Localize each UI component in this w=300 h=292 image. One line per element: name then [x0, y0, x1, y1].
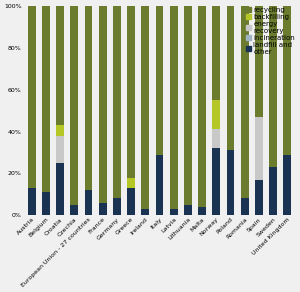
Bar	[42, 6, 50, 192]
Bar	[255, 6, 263, 117]
Bar	[99, 203, 106, 215]
Bar	[70, 205, 78, 215]
Bar	[226, 6, 234, 150]
Bar	[85, 190, 92, 215]
Bar	[269, 167, 277, 215]
Bar	[170, 209, 178, 215]
Bar	[56, 163, 64, 215]
Bar	[42, 192, 50, 215]
Bar	[226, 150, 234, 215]
Bar	[141, 209, 149, 215]
Bar	[127, 178, 135, 188]
Bar	[284, 6, 291, 154]
Bar	[141, 6, 149, 209]
Bar	[212, 6, 220, 100]
Bar	[241, 199, 249, 215]
Bar	[170, 6, 178, 209]
Bar	[198, 207, 206, 215]
Bar	[28, 188, 36, 215]
Bar	[113, 6, 121, 199]
Bar	[212, 129, 220, 148]
Bar	[255, 117, 263, 180]
Bar	[28, 6, 36, 188]
Bar	[56, 136, 64, 163]
Bar	[127, 188, 135, 215]
Bar	[113, 199, 121, 215]
Bar	[56, 6, 64, 125]
Bar	[70, 6, 78, 205]
Bar	[198, 6, 206, 207]
Bar	[184, 205, 192, 215]
Bar	[156, 6, 164, 154]
Legend: recycling, backfilling, energy
recovery, incineration, landfill and
other: recycling, backfilling, energy recovery,…	[245, 6, 296, 56]
Bar	[212, 148, 220, 215]
Bar	[269, 6, 277, 167]
Bar	[241, 6, 249, 199]
Bar	[184, 6, 192, 205]
Bar	[156, 154, 164, 215]
Bar	[56, 125, 64, 136]
Bar	[127, 6, 135, 178]
Bar	[85, 6, 92, 190]
Bar	[212, 100, 220, 129]
Bar	[255, 180, 263, 215]
Bar	[99, 6, 106, 203]
Bar	[284, 154, 291, 215]
